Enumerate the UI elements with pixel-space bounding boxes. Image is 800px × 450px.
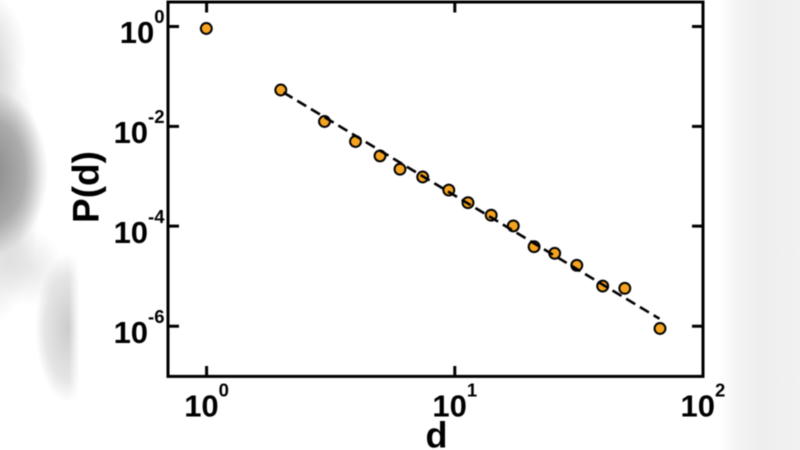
svg-text:10-4: 10-4 — [114, 206, 166, 250]
svg-text:102: 102 — [681, 380, 726, 424]
svg-text:10-2: 10-2 — [114, 106, 165, 150]
svg-text:10-6: 10-6 — [114, 306, 165, 350]
svg-text:100: 100 — [120, 6, 165, 50]
svg-text:100: 100 — [184, 380, 229, 424]
svg-text:P(d): P(d) — [66, 151, 107, 223]
svg-text:d: d — [426, 415, 448, 450]
